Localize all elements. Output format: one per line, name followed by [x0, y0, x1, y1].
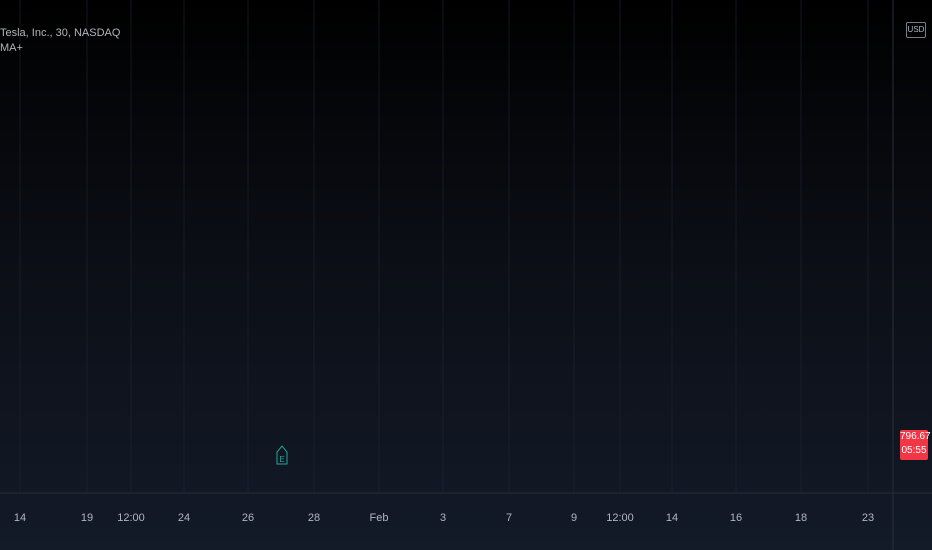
last-price-value: 796.67: [900, 431, 931, 442]
bar-countdown: 05:55: [901, 445, 927, 456]
x-tick-label: 19: [81, 512, 93, 524]
chart-legend: Tesla, Inc., 30, NASDAQ MA+: [0, 26, 120, 56]
currency-badge[interactable]: USD: [906, 22, 926, 38]
x-tick-label: 26: [242, 512, 254, 524]
x-tick-label: 16: [730, 512, 742, 524]
x-tick-label: 23: [862, 512, 874, 524]
x-tick-label: 24: [178, 512, 190, 524]
x-tick-label: Feb: [370, 512, 389, 524]
x-tick-label: 14: [666, 512, 678, 524]
x-tick-label: 14: [14, 512, 26, 524]
symbol-label[interactable]: Tesla, Inc., 30, NASDAQ: [0, 27, 121, 39]
x-tick-label: 28: [308, 512, 320, 524]
x-tick-label: 3: [440, 512, 446, 524]
last-price-badge: 796.67 05:55: [900, 430, 931, 460]
indicator-label[interactable]: MA+: [0, 42, 23, 54]
x-tick-label: 12:00: [117, 512, 145, 524]
x-tick-label: 18: [795, 512, 807, 524]
x-tick-label: 7: [506, 512, 512, 524]
x-tick-label: 9: [571, 512, 577, 524]
earnings-marker-label: E: [279, 455, 284, 464]
x-tick-label: 12:00: [606, 512, 634, 524]
earnings-marker-icon: [276, 445, 288, 465]
